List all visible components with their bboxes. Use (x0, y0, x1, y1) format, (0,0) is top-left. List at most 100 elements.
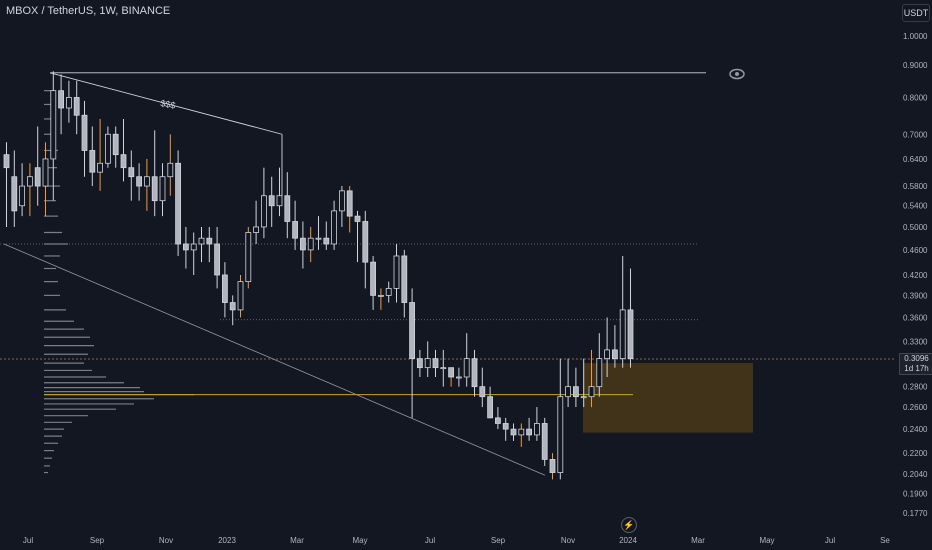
candle-body (541, 423, 548, 460)
candle-body (479, 386, 486, 398)
lower-trend-line (3, 243, 546, 476)
bar-countdown-label: 1d 17h (904, 364, 929, 373)
candle-body (3, 154, 10, 169)
candle-body (292, 221, 299, 239)
x-tick-label: Sep (90, 536, 105, 545)
candle-body (89, 150, 96, 173)
symbol-title[interactable]: MBOX / TetherUS, 1W, BINANCE (6, 5, 171, 17)
y-tick-label: 0.7000 (903, 130, 928, 139)
x-tick-label: Mar (691, 536, 705, 545)
x-tick-label: 2024 (619, 536, 637, 545)
candle-body (354, 215, 361, 222)
candle-body (502, 423, 509, 430)
x-tick-label: Jul (23, 536, 33, 545)
x-tick-label: 2023 (218, 536, 236, 545)
candle-body (58, 90, 64, 109)
candle-body (237, 281, 244, 311)
candle-body (455, 376, 462, 379)
candle-body (580, 396, 587, 399)
candle-body (276, 195, 283, 207)
candle-body (346, 190, 353, 217)
candle-body (565, 386, 571, 398)
x-tick-label: Jul (825, 536, 835, 545)
candle-body (182, 243, 189, 251)
candle-body (159, 176, 166, 202)
candle-body (573, 386, 579, 398)
candle-body (120, 154, 127, 169)
candle-body (105, 133, 111, 164)
y-tick-label: 0.5800 (903, 182, 928, 191)
trend-annotation-label: $$$ (160, 98, 177, 110)
y-tick-label: 0.4600 (903, 246, 928, 255)
candle-body (34, 167, 41, 187)
candle-body (190, 243, 197, 251)
y-tick-label: 0.3600 (903, 313, 928, 322)
x-tick-label: Jul (425, 536, 435, 545)
upper-trend-line (49, 72, 283, 135)
current-price-label: 0.3096 (904, 354, 929, 363)
candle-body (112, 133, 119, 156)
x-tick-label: May (759, 536, 774, 545)
candle-body (128, 167, 135, 178)
candle-body (167, 162, 174, 178)
candle-body (136, 176, 143, 187)
x-tick-label: Sep (491, 536, 506, 545)
candle-body (214, 243, 221, 276)
candle-body (487, 396, 494, 419)
y-tick-label: 0.9000 (903, 61, 928, 70)
candle-body (494, 417, 501, 424)
candle-body (534, 423, 540, 436)
x-tick-label: Nov (561, 536, 575, 545)
candle-body (612, 349, 618, 360)
candle-body (151, 176, 158, 202)
candle-body (26, 176, 33, 187)
x-tick-label: Mar (290, 536, 304, 545)
currency-selector[interactable]: USDT (902, 4, 930, 22)
candle-body (619, 309, 626, 360)
candle-body (11, 176, 18, 212)
y-tick-label: 0.2800 (903, 383, 928, 392)
candle-body (510, 428, 517, 436)
candle-body (557, 396, 564, 473)
candle-body (448, 367, 455, 378)
x-tick-label: Se (880, 536, 890, 545)
y-tick-label: 0.5400 (903, 202, 928, 211)
y-tick-label: 0.2600 (903, 403, 928, 412)
y-tick-label: 0.3900 (903, 291, 928, 300)
lightning-icon[interactable]: ⚡ (621, 517, 637, 533)
candle-body (19, 185, 26, 207)
candle-body (307, 237, 314, 251)
candle-body (432, 358, 439, 369)
candle-body (206, 237, 213, 245)
candle-body (245, 232, 252, 283)
candle-body (338, 190, 345, 212)
candle-body (424, 358, 431, 369)
candle-body (284, 195, 291, 222)
candle-body (401, 255, 408, 303)
candle-body (81, 114, 88, 151)
candle-body (377, 294, 384, 297)
eye-icon[interactable] (729, 68, 745, 80)
candle-body (549, 459, 556, 473)
candle-body (604, 349, 610, 360)
supply-demand-zone (583, 363, 753, 433)
candle-body (299, 237, 306, 251)
candle-body (323, 237, 330, 245)
candle-body (440, 367, 447, 370)
candle-body (393, 255, 400, 289)
candle-body (518, 428, 525, 436)
y-tick-label: 1.0000 (903, 32, 928, 41)
candle-body (260, 195, 267, 228)
candle-body (315, 237, 322, 240)
y-tick-label: 0.4200 (903, 271, 928, 280)
y-tick-label: 0.3300 (903, 337, 928, 346)
candle-body (471, 358, 478, 388)
candle-body (362, 221, 369, 263)
y-tick-label: 0.2400 (903, 425, 928, 434)
candle-body (268, 195, 275, 207)
y-tick-label: 0.2040 (903, 470, 928, 479)
y-tick-label: 0.5000 (903, 223, 928, 232)
y-tick-label: 0.1900 (903, 489, 928, 498)
candle-body (143, 176, 150, 187)
